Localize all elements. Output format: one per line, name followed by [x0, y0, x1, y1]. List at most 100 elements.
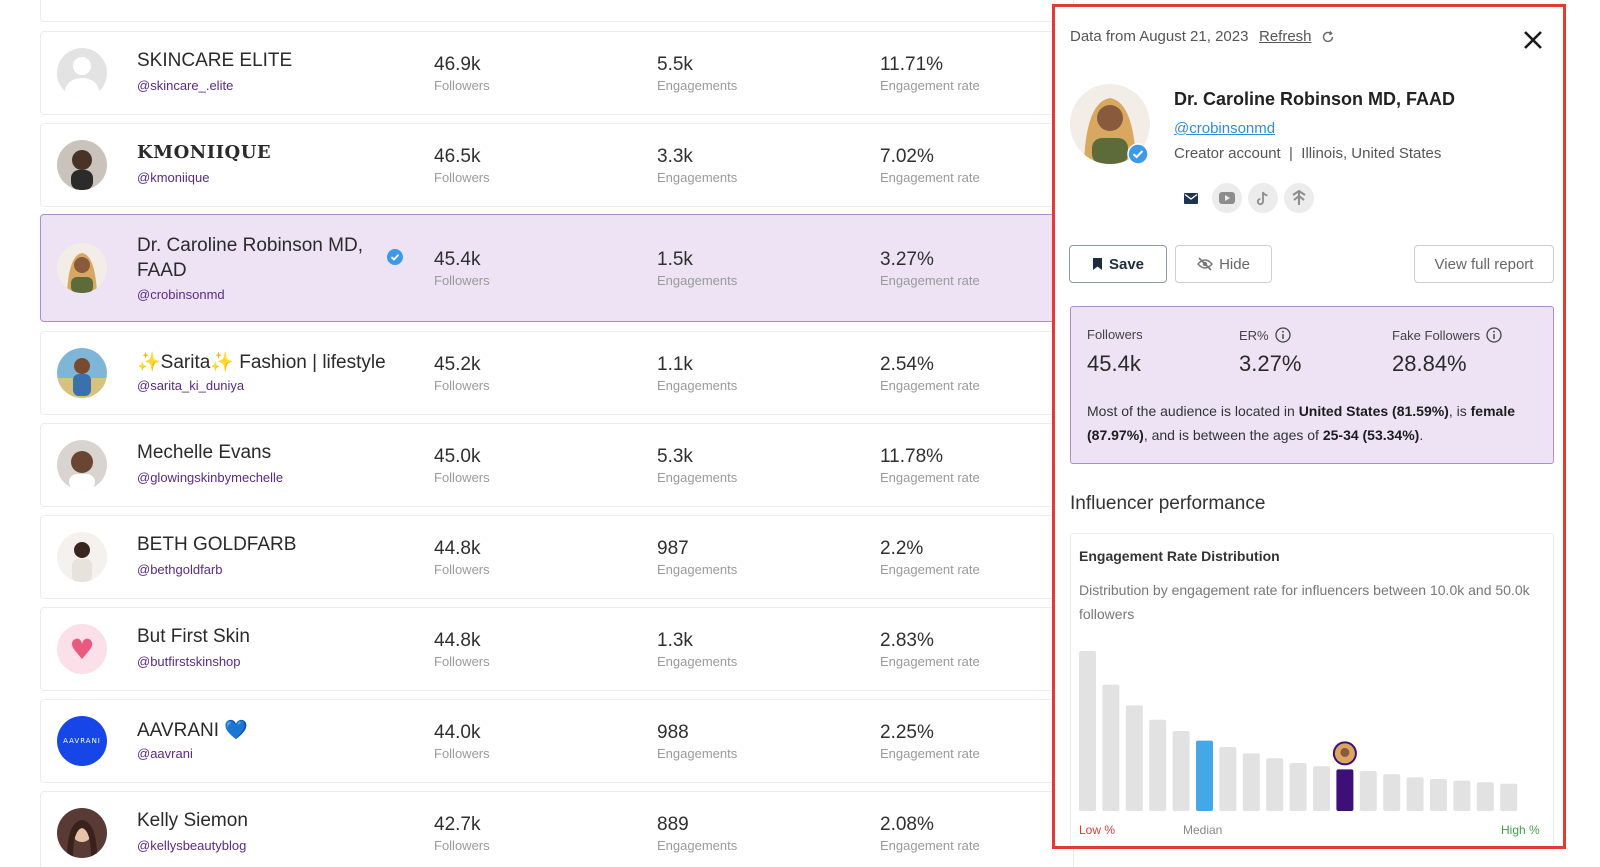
followers-value: 44.8k [434, 630, 481, 651]
engagements-value: 889 [657, 814, 689, 835]
distribution-bar [1242, 753, 1260, 811]
distribution-bar [1125, 705, 1143, 811]
performance-heading: Influencer performance [1070, 493, 1266, 514]
view-full-report-label: View full report [1434, 255, 1534, 273]
rate-label: Engagement rate [880, 562, 980, 577]
engagements-metric: 3.3k Engagements [657, 146, 737, 185]
followers-stat-value: 45.4k [1087, 351, 1141, 376]
followers-metric: 44.0k Followers [434, 722, 490, 761]
distribution-bar [1219, 747, 1237, 811]
influencer-handle[interactable]: @bethgoldfarb [137, 562, 223, 577]
info-icon[interactable] [1486, 327, 1502, 343]
rate-value: 7.02% [880, 146, 934, 167]
list-row-partial[interactable] [40, 0, 1074, 22]
bookmark-icon [1092, 258, 1102, 270]
rate-value: 2.54% [880, 354, 934, 375]
followers-value: 45.2k [434, 354, 481, 375]
mail-icon[interactable] [1176, 183, 1206, 213]
distribution-bar [1172, 731, 1190, 811]
influencer-handle[interactable]: @sarita_ki_duniya [137, 378, 245, 393]
followers-label: Followers [434, 746, 490, 761]
rate-metric: 11.71% Engagement rate [880, 54, 980, 93]
chart-title: Engagement Rate Distribution [1079, 548, 1280, 564]
influencer-name: ✨Sarita✨ Fashion | lifestyle [137, 352, 386, 373]
summary-text: , and is between the ages of [1143, 427, 1323, 443]
avatar [57, 140, 107, 190]
tiktok-icon[interactable] [1248, 183, 1278, 213]
refresh-icon[interactable] [1321, 30, 1335, 44]
influencer-name: Mechelle Evans [137, 442, 272, 463]
engagements-value: 1.1k [657, 354, 693, 375]
followers-label: Followers [434, 170, 490, 185]
distribution-bar [1149, 719, 1167, 811]
er-stat-label: ER% [1239, 327, 1291, 343]
fake-followers-label-text: Fake Followers [1392, 327, 1481, 343]
rate-label: Engagement rate [880, 654, 980, 669]
avatar [57, 808, 107, 858]
followers-metric: 42.7k Followers [434, 814, 490, 853]
er-stat-label-text: ER% [1239, 327, 1269, 343]
influencer-handle[interactable]: @kmoniique [137, 170, 210, 185]
rate-label: Engagement rate [880, 838, 980, 853]
chart-subtitle: Distribution by engagement rate for infl… [1079, 582, 1530, 622]
engagements-metric: 1.5k Engagements [657, 249, 737, 288]
influencer-handle[interactable]: @glowingskinbymechelle [137, 470, 284, 485]
avatar: ♥ [57, 624, 107, 674]
engagements-label: Engagements [657, 654, 738, 669]
fake-followers-stat-value: 28.84% [1392, 351, 1467, 376]
influencer-handle[interactable]: @aavrani [137, 746, 193, 761]
list-item[interactable]: AAVRANI AAVRANI 💙 @aavrani 44.0k Follower… [40, 699, 1074, 783]
influencer-name: KMONIIQUE [137, 142, 272, 163]
list-item[interactable]: ♥ But First Skin @butfirstskinshop 44.8k… [40, 607, 1074, 691]
influencer-name: Dr. Caroline Robinson MD, FAAD [137, 235, 363, 281]
followers-value: 46.9k [434, 54, 481, 75]
close-icon[interactable] [1521, 28, 1545, 52]
profile-name: Dr. Caroline Robinson MD, FAAD [1174, 89, 1456, 109]
avatar [57, 440, 107, 490]
influencer-handle[interactable]: @kellysbeautyblog [137, 838, 247, 853]
list-item[interactable]: SKINCARE ELITE @skincare_.elite 46.9k Fol… [40, 31, 1074, 115]
list-item[interactable]: Kelly Siemon @kellysbeautyblog 42.7k Foll… [40, 791, 1074, 867]
rate-label: Engagement rate [880, 378, 980, 393]
influencer-handle[interactable]: @crobinsonmd [137, 287, 225, 302]
list-item[interactable]: KMONIIQUE @kmoniique 46.5k Followers 3.3k… [40, 123, 1074, 207]
info-icon[interactable] [1274, 327, 1291, 343]
engagements-label: Engagements [657, 746, 738, 761]
summary-gender: female (87.97%) [1087, 403, 1515, 443]
save-button[interactable]: Save [1069, 245, 1167, 283]
distribution-bar [1430, 779, 1447, 811]
followers-label: Followers [434, 562, 490, 577]
distribution-bar [1102, 684, 1120, 811]
rate-label: Engagement rate [880, 170, 980, 185]
rate-metric: 2.54% Engagement rate [880, 354, 980, 393]
engagements-label: Engagements [657, 378, 738, 393]
list-item-selected[interactable]: Dr. Caroline Robinson MD, FAAD @crobinso… [40, 214, 1074, 322]
list-item[interactable]: Mechelle Evans @glowingskinbymechelle 45… [40, 423, 1074, 507]
profile-handle-link[interactable]: @crobinsonmd [1174, 120, 1276, 137]
followers-value: 45.4k [434, 249, 481, 270]
axis-low-label: Low % [1079, 823, 1116, 837]
summary-age: 25-34 (53.34%) [1322, 427, 1420, 443]
influencer-marker-face [1340, 747, 1350, 757]
rate-label: Engagement rate [880, 746, 980, 761]
hide-button[interactable]: Hide [1175, 245, 1272, 283]
followers-label: Followers [434, 78, 490, 93]
followers-label: Followers [434, 654, 490, 669]
rate-value: 11.78% [880, 446, 944, 467]
influencer-detail-panel: Data from August 21, 2023 Refresh Dr. Ca… [1052, 4, 1566, 849]
rate-metric: 7.02% Engagement rate [880, 146, 980, 185]
linktree-icon[interactable] [1284, 183, 1314, 213]
influencer-handle[interactable]: @butfirstskinshop [137, 654, 241, 669]
list-item[interactable]: BETH GOLDFARB @bethgoldfarb 44.8k Followe… [40, 515, 1074, 599]
list-item[interactable]: ✨Sarita✨ Fashion | lifestyle @sarita_ki_… [40, 331, 1074, 415]
followers-value: 44.0k [434, 722, 481, 743]
youtube-icon[interactable] [1212, 183, 1242, 213]
view-full-report-button[interactable]: View full report [1414, 245, 1554, 283]
refresh-link[interactable]: Refresh [1259, 28, 1312, 45]
engagement-distribution-card: Engagement Rate Distribution Distributio… [1070, 533, 1554, 846]
followers-metric: 44.8k Followers [434, 538, 490, 577]
rate-label: Engagement rate [880, 273, 980, 288]
engagements-value: 987 [657, 538, 689, 559]
distribution-bar [1266, 758, 1284, 811]
influencer-handle[interactable]: @skincare_.elite [137, 78, 234, 93]
